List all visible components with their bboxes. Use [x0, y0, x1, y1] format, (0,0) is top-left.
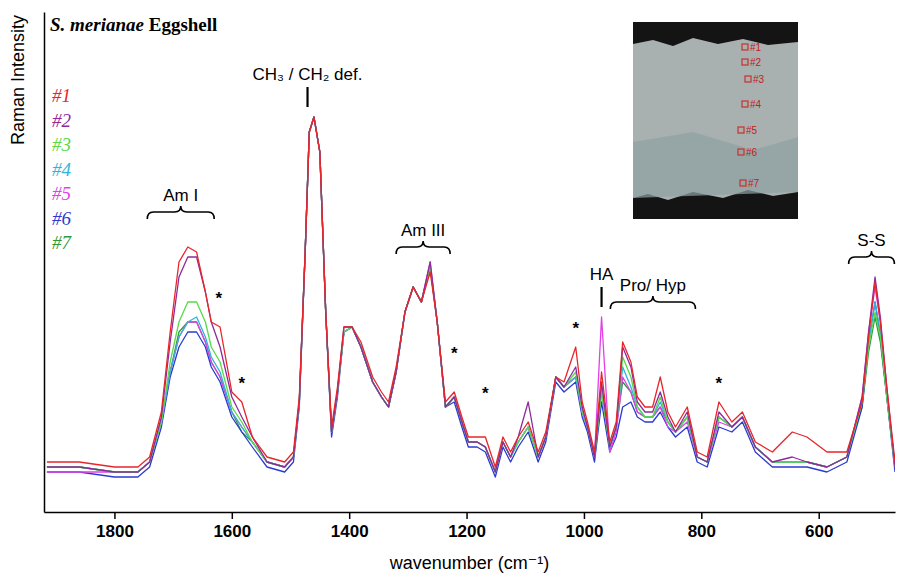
inset-point: [740, 180, 746, 186]
x-tick: 1200: [448, 512, 486, 541]
spectrum-line: [47, 117, 895, 472]
x-tick-label: 1600: [213, 522, 251, 541]
x-tick-label: 600: [805, 522, 833, 541]
inset-point: [738, 127, 744, 133]
annotation-brace: [610, 296, 695, 309]
x-tick-label: 1400: [331, 522, 369, 541]
x-tick-label: 1200: [448, 522, 486, 541]
y-axis-line: [44, 13, 46, 513]
x-tick-label: 800: [688, 522, 716, 541]
x-tick: 1000: [566, 512, 604, 541]
chart: #1 #2 #3 #4 #5 #6 #7 1800 1600 1400 1200 1000 800 600…: [0, 0, 901, 583]
spectrum-line: [47, 117, 895, 477]
plot-lines: [47, 117, 895, 477]
annotation-label: HA: [590, 265, 614, 284]
annotation-label: Am I: [163, 186, 198, 205]
annotation-line: [306, 87, 308, 107]
x-tick: 1400: [331, 512, 369, 541]
annotation-brace: [849, 251, 895, 264]
inset-label: #4: [750, 99, 762, 110]
x-tick-mark: [818, 512, 820, 519]
y-axis-title: Raman Intensity: [8, 15, 28, 145]
chart-title: S. merianae Eggshell: [50, 14, 217, 35]
annotation-asterisk: *: [451, 344, 458, 363]
x-axis-line: [45, 512, 896, 514]
annotations: Am I CH₃ / CH₂ def. Am III HA Pro/ Hyp S-S * * *…: [147, 65, 894, 403]
annotation-asterisk: *: [482, 384, 489, 403]
legend-entry: #5: [52, 183, 71, 204]
inset-point: [742, 101, 748, 107]
annotation-label: Am III: [401, 221, 445, 240]
spectrum-line: [47, 117, 895, 472]
x-tick: 800: [688, 512, 716, 541]
x-tick-mark: [466, 512, 468, 519]
inset-label: #2: [750, 57, 762, 68]
spectrum-line: [47, 117, 895, 472]
spectrum-line: [47, 117, 895, 472]
legend-entry: #1: [52, 85, 71, 106]
inset-point: [742, 44, 748, 50]
inset-point: [738, 149, 744, 155]
annotation-asterisk: *: [716, 374, 723, 393]
x-tick: 1600: [213, 512, 251, 541]
inset-label: #3: [753, 74, 765, 85]
x-tick-label: 1000: [566, 522, 604, 541]
annotation-brace: [147, 206, 214, 219]
spectrum-line: [47, 117, 895, 472]
inset-point: [742, 59, 748, 65]
inset: #1 #2 #3 #4 #5 #6 #7: [633, 22, 798, 219]
x-axis-title: wavenumber (cm⁻¹): [389, 553, 550, 573]
annotation-label: CH₃ / CH₂ def.: [253, 65, 363, 84]
annotation-label: S-S: [857, 231, 885, 250]
x-tick-mark: [114, 512, 116, 519]
inset-label: #6: [746, 147, 758, 158]
x-tick-mark: [701, 512, 703, 519]
inset-label: #7: [748, 178, 760, 189]
x-axis: 1800 1600 1400 1200 1000 800 600: [45, 512, 896, 541]
legend-entry: #3: [52, 134, 71, 155]
x-tick-mark: [349, 512, 351, 519]
inset-point: [745, 76, 751, 82]
y-axis: [44, 13, 45, 513]
inset-image: [633, 22, 798, 219]
inset-label: #1: [750, 42, 762, 53]
legend: #1 #2 #3 #4 #5 #6 #7: [52, 85, 73, 253]
legend-entry: #2: [52, 110, 72, 131]
inset-eggshell-shade: [633, 132, 798, 198]
x-tick-label: 1800: [96, 522, 134, 541]
spectrum-line: [47, 117, 895, 467]
inset-label: #5: [746, 125, 758, 136]
annotation-asterisk: *: [572, 319, 579, 338]
annotation-line: [600, 287, 602, 307]
legend-entry: #6: [52, 208, 72, 229]
annotation-asterisk: *: [238, 374, 245, 393]
x-tick: 600: [805, 512, 833, 541]
annotation-label: Pro/ Hyp: [620, 276, 686, 295]
legend-entry: #7: [52, 232, 73, 253]
legend-entry: #4: [52, 159, 72, 180]
x-tick: 1800: [96, 512, 134, 541]
x-tick-mark: [584, 512, 586, 519]
annotation-asterisk: *: [216, 289, 223, 308]
inset-eggshell: [633, 38, 798, 200]
x-tick-mark: [232, 512, 234, 519]
annotation-brace: [396, 241, 450, 254]
